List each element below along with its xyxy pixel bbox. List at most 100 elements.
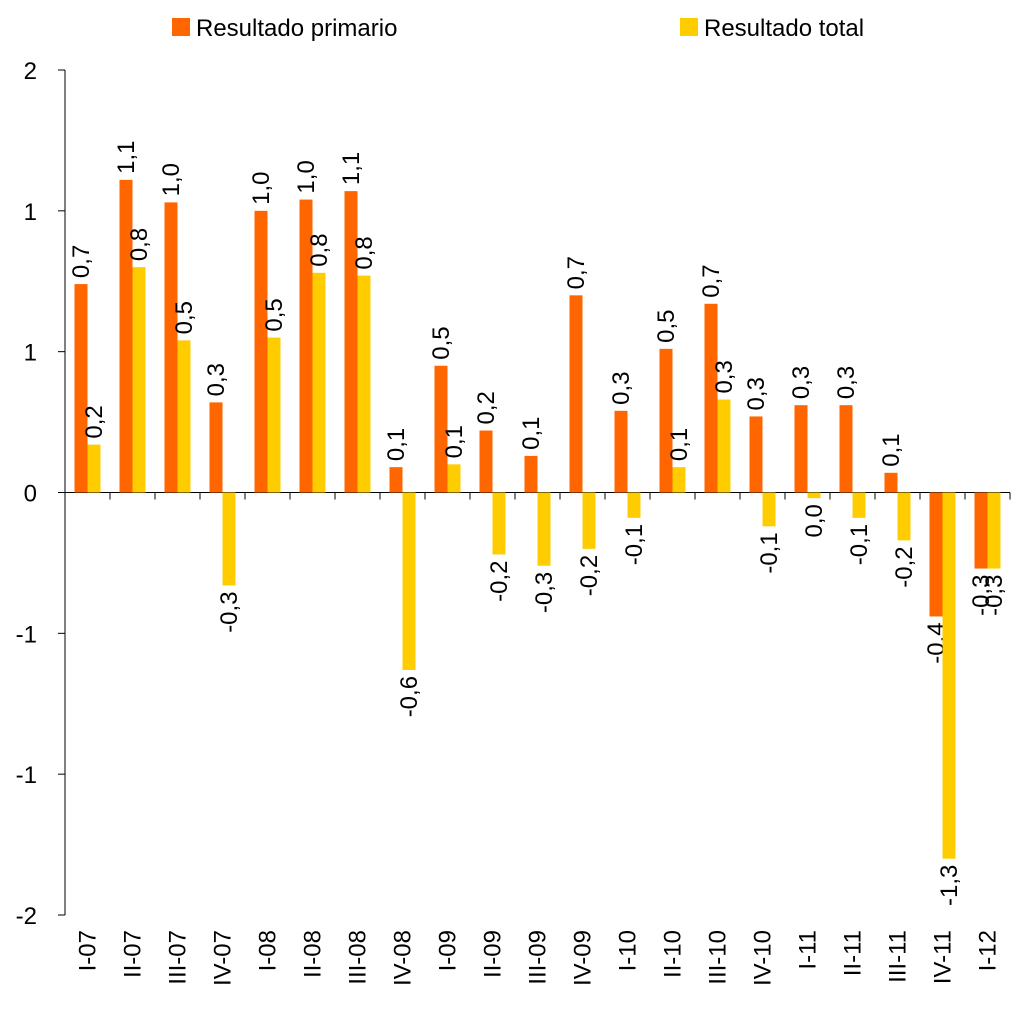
x-tick-label: IV-07 [210,930,237,986]
bar [987,492,1001,569]
y-tick-label: 1 [24,199,37,226]
bar [299,199,313,493]
x-tick-label: I-10 [615,930,642,971]
legend-swatch [680,18,698,36]
bar [209,402,223,493]
value-label: 0,5 [653,309,680,342]
value-label: 0,7 [68,245,95,278]
x-tick-label: I-11 [795,930,822,970]
bar [87,444,101,493]
value-label: -0,2 [486,560,513,601]
x-tick-label: III-10 [705,930,732,985]
bar [492,492,506,555]
value-label: 1,1 [113,140,140,173]
value-label: -0,3 [216,591,243,632]
legend-swatch [172,18,190,36]
bar [222,492,236,586]
bar [164,202,178,493]
value-label: 0,7 [563,256,590,289]
value-label: 0,1 [441,425,468,458]
bar [704,303,718,493]
value-label: -0,2 [891,546,918,587]
bar [524,455,538,493]
x-tick-label: II-09 [480,930,507,978]
bar [794,405,808,493]
bar [132,267,146,493]
value-label: 0,5 [261,298,288,331]
value-label: 0,7 [698,264,725,297]
value-label: 0,3 [833,366,860,399]
bar [942,492,956,859]
bar [177,340,191,493]
x-tick-label: IV-11 [930,930,957,984]
bar [389,467,403,493]
bar [267,337,281,493]
bar [659,348,673,493]
bar [447,464,461,493]
value-label: 0,1 [383,428,410,461]
legend-label: Resultado total [704,15,864,42]
x-tick-label: III-07 [165,930,192,985]
value-label: 0,8 [126,228,153,261]
bar [402,492,416,670]
bar [119,179,133,493]
value-label: -0,1 [621,524,648,565]
bar [974,492,988,569]
y-tick-label: 2 [24,58,37,85]
value-label: 0,2 [473,391,500,424]
value-label: 0,3 [743,377,770,410]
y-tick-label: 1 [24,340,37,367]
value-label: 0,3 [788,366,815,399]
value-label: 0,3 [711,360,738,393]
value-label: -0,6 [396,676,423,717]
bar [537,492,551,566]
x-tick-label: II-11 [840,930,867,976]
value-label: -0,3 [968,575,995,616]
x-tick-label: III-09 [525,930,552,985]
bar [749,416,763,493]
bar [357,275,371,493]
y-tick-label: -1 [16,621,37,648]
x-tick-label: IV-09 [570,930,597,986]
bar [74,284,88,493]
x-tick-label: II-08 [300,930,327,978]
legend-label: Resultado primario [196,15,397,42]
x-tick-label: I-07 [75,930,102,971]
value-label: -1,3 [936,865,963,906]
bar [312,272,326,493]
bar [344,191,358,493]
value-label: 0,8 [306,233,333,266]
bar [839,405,853,493]
value-label: 1,0 [248,171,275,204]
value-label: -0,1 [846,524,873,565]
y-tick-label: -1 [16,762,37,789]
value-label: -0,3 [981,575,1008,616]
bar [627,492,641,518]
value-label: -0,3 [531,572,558,613]
x-tick-label: I-12 [975,930,1002,971]
value-label: 0,3 [608,371,635,404]
value-label: 1,0 [293,160,320,193]
value-label: 1,0 [158,163,185,196]
bar [614,410,628,493]
bar [884,472,898,493]
value-label: 0,2 [81,405,108,438]
bar [254,210,268,493]
x-tick-label: I-09 [435,930,462,971]
x-tick-label: III-11 [885,930,912,983]
x-tick-label: III-08 [345,930,372,985]
bar [434,365,448,493]
value-label: -0,1 [756,532,783,573]
bar [852,492,866,518]
bar [929,492,943,617]
x-tick-label: IV-10 [750,930,777,986]
value-label: 0,3 [203,363,230,396]
bar [807,492,821,499]
bar [672,467,686,493]
value-label: 1,1 [338,152,365,185]
bar [717,399,731,493]
value-label: 0,8 [351,236,378,269]
bar [897,492,911,541]
